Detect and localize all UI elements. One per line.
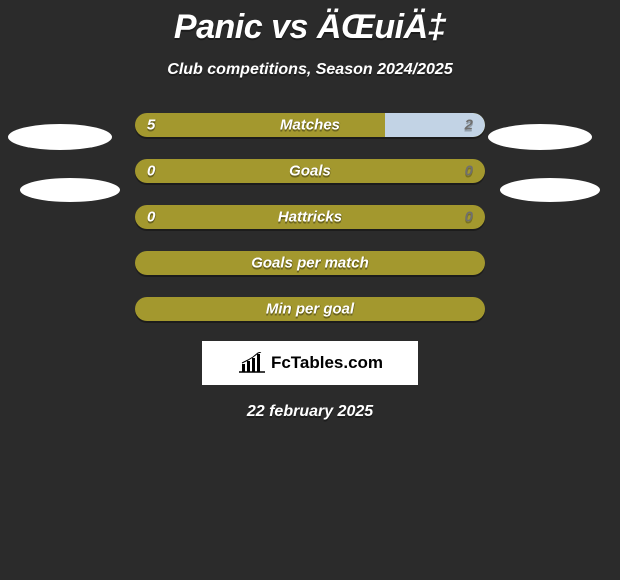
value-left: 5	[147, 117, 155, 134]
bar-label: Min per goal	[266, 301, 354, 318]
value-left: 0	[147, 209, 155, 226]
compare-bar: Goals 0 0	[135, 159, 485, 183]
compare-row: Goals per match	[0, 249, 620, 277]
value-right: 0	[465, 209, 473, 226]
brand-box: FcTables.com	[202, 341, 418, 385]
bar-label: Goals per match	[251, 255, 369, 272]
date-line: 22 february 2025	[0, 403, 620, 421]
value-left: 0	[147, 163, 155, 180]
compare-bar: Matches 5 2	[135, 113, 485, 137]
compare-row: Hattricks 0 0	[0, 203, 620, 231]
brand-text: FcTables.com	[271, 353, 383, 373]
compare-bar: Hattricks 0 0	[135, 205, 485, 229]
avatar-placeholder	[8, 124, 112, 150]
bar-label: Matches	[280, 117, 340, 134]
avatar-placeholder	[20, 178, 120, 202]
subtitle: Club competitions, Season 2024/2025	[0, 61, 620, 79]
page-title: Panic vs ÄŒuiÄ‡	[0, 0, 620, 47]
compare-row: Min per goal	[0, 295, 620, 323]
value-right: 0	[465, 163, 473, 180]
avatar-placeholder	[500, 178, 600, 202]
bar-label: Hattricks	[278, 209, 342, 226]
value-right: 2	[465, 117, 473, 134]
compare-bar: Min per goal	[135, 297, 485, 321]
avatar-placeholder	[488, 124, 592, 150]
compare-bar: Goals per match	[135, 251, 485, 275]
bar-chart-icon	[237, 352, 267, 374]
bar-label: Goals	[289, 163, 331, 180]
